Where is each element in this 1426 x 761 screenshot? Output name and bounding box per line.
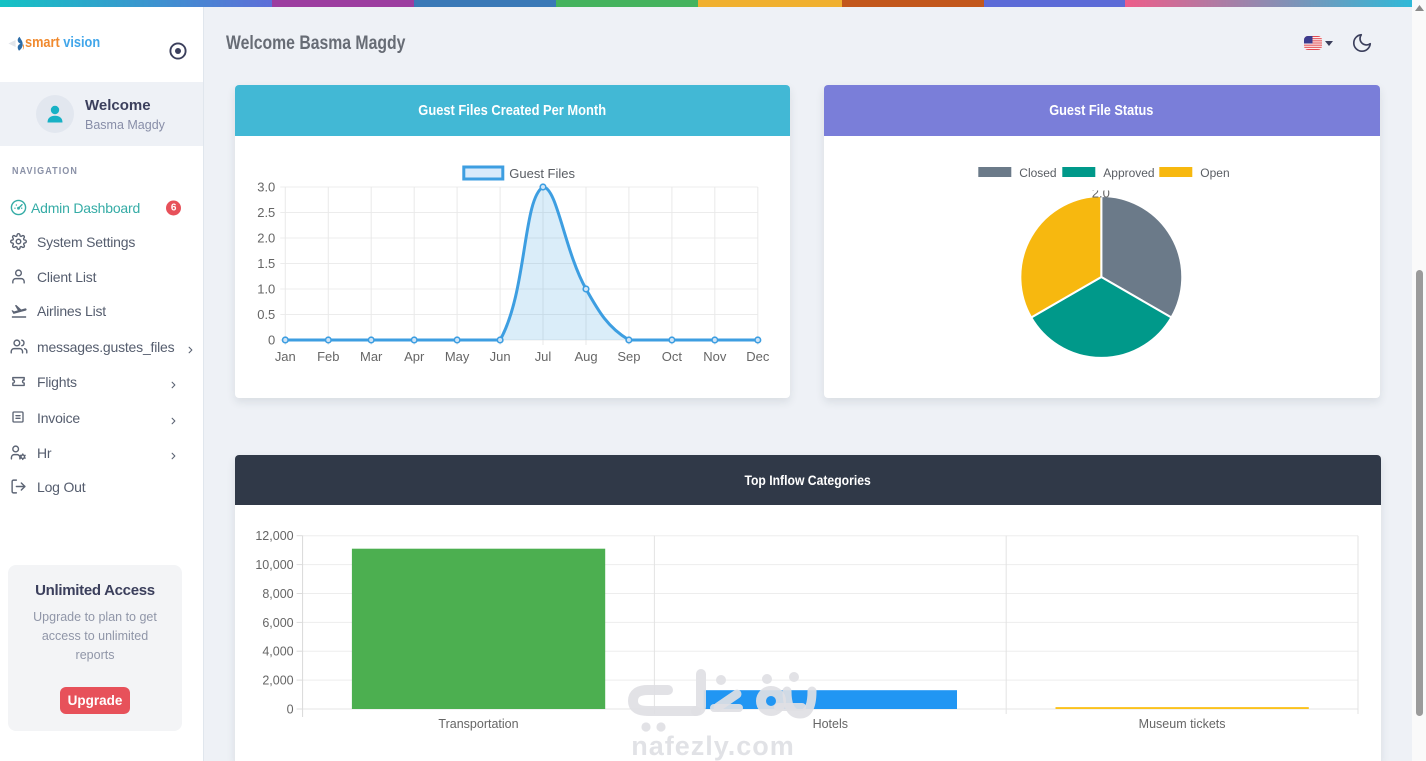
svg-text:Nov: Nov: [703, 349, 727, 364]
svg-text:2.0: 2.0: [257, 231, 275, 246]
svg-text:Dec: Dec: [746, 349, 770, 364]
svg-text:0: 0: [287, 703, 294, 717]
svg-text:Oct: Oct: [661, 349, 682, 364]
svg-text:10,000: 10,000: [255, 558, 293, 572]
svg-text:2,000: 2,000: [262, 674, 293, 688]
svg-text:8,000: 8,000: [262, 587, 293, 601]
svg-text:Jun: Jun: [489, 349, 510, 364]
svg-text:1.0: 1.0: [257, 281, 275, 296]
svg-text:nafezly.com: nafezly.com: [631, 731, 795, 761]
svg-text:12,000: 12,000: [255, 529, 293, 543]
svg-text:Aug: Aug: [574, 349, 597, 364]
svg-text:4,000: 4,000: [262, 645, 293, 659]
svg-text:Closed: Closed: [1019, 166, 1056, 180]
svg-text:0: 0: [268, 332, 275, 347]
svg-text:Hotels: Hotels: [813, 717, 848, 731]
svg-text:2.5: 2.5: [257, 205, 275, 220]
svg-text:Feb: Feb: [317, 349, 339, 364]
svg-text:Open: Open: [1200, 166, 1229, 180]
svg-text:Jul: Jul: [534, 349, 551, 364]
svg-text:Apr: Apr: [404, 349, 425, 364]
svg-text:Mar: Mar: [360, 349, 383, 364]
svg-text:6,000: 6,000: [262, 616, 293, 630]
svg-text:Sep: Sep: [617, 349, 640, 364]
svg-text:0.5: 0.5: [257, 307, 275, 322]
svg-text:Museum tickets: Museum tickets: [1139, 717, 1226, 731]
svg-text:Approved: Approved: [1103, 166, 1154, 180]
svg-text:Guest Files: Guest Files: [509, 166, 575, 181]
svg-text:1.5: 1.5: [257, 256, 275, 271]
svg-text:Transportation: Transportation: [438, 717, 518, 731]
svg-text:3.0: 3.0: [257, 180, 275, 195]
svg-text:Jan: Jan: [275, 349, 296, 364]
svg-text:May: May: [445, 349, 470, 364]
